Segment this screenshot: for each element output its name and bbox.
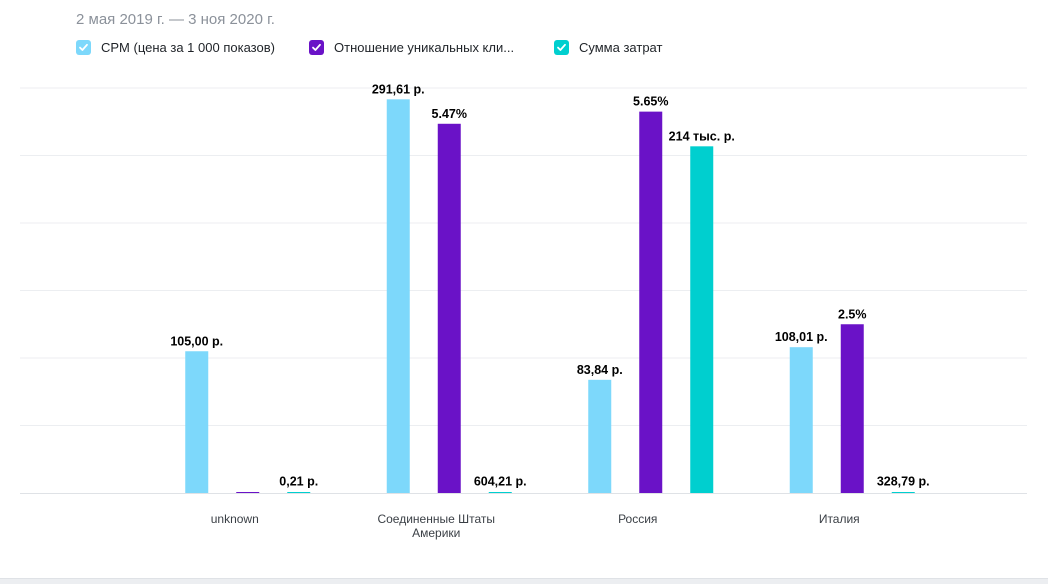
x-tick-label: unknown: [211, 512, 259, 526]
checkbox-checked-icon[interactable]: [554, 40, 569, 55]
legend-item-spend[interactable]: Сумма затрат: [554, 40, 662, 55]
bar: [639, 111, 663, 493]
bar: [690, 146, 714, 493]
data-label: 0,21 р.: [279, 475, 318, 489]
data-label: 604,21 р.: [474, 475, 527, 489]
legend-item-unique-ratio[interactable]: Отношение уникальных кли...: [309, 40, 514, 55]
legend-label: Сумма затрат: [579, 40, 663, 55]
bar: [236, 492, 260, 494]
x-tick-label: Америки: [412, 526, 460, 540]
legend-label: Отношение уникальных кли...: [334, 40, 515, 55]
x-tick-label: Россия: [618, 512, 657, 526]
legend-label: CPM (цена за 1 000 показов): [101, 40, 275, 55]
data-label: 328,79 р.: [877, 475, 930, 489]
data-label: 2.5%: [838, 307, 867, 321]
bar: [891, 492, 915, 494]
legend-item-cpm[interactable]: CPM (цена за 1 000 показов): [76, 40, 275, 55]
data-label: 5.47%: [432, 107, 467, 121]
bar: [588, 379, 612, 493]
data-label: 5.65%: [633, 95, 668, 109]
bar: [437, 123, 461, 494]
bar: [488, 492, 512, 494]
checkbox-checked-icon[interactable]: [76, 40, 91, 55]
data-label: 291,61 р.: [372, 82, 425, 96]
checkbox-checked-icon[interactable]: [309, 40, 324, 55]
data-label: 83,84 р.: [577, 363, 623, 377]
bar: [386, 99, 410, 493]
date-range: 2 мая 2019 г. — 3 ноя 2020 г.: [76, 11, 275, 28]
x-tick-label: Соединенные Штаты: [377, 512, 495, 526]
bar: [840, 324, 864, 493]
data-label: 105,00 р.: [170, 334, 223, 348]
data-label: 108,01 р.: [775, 330, 828, 344]
x-tick-label: Италия: [819, 512, 860, 526]
data-label: 214 тыс. р.: [669, 129, 735, 143]
bar: [789, 347, 813, 493]
bar: [287, 492, 311, 494]
bar: [185, 351, 209, 493]
